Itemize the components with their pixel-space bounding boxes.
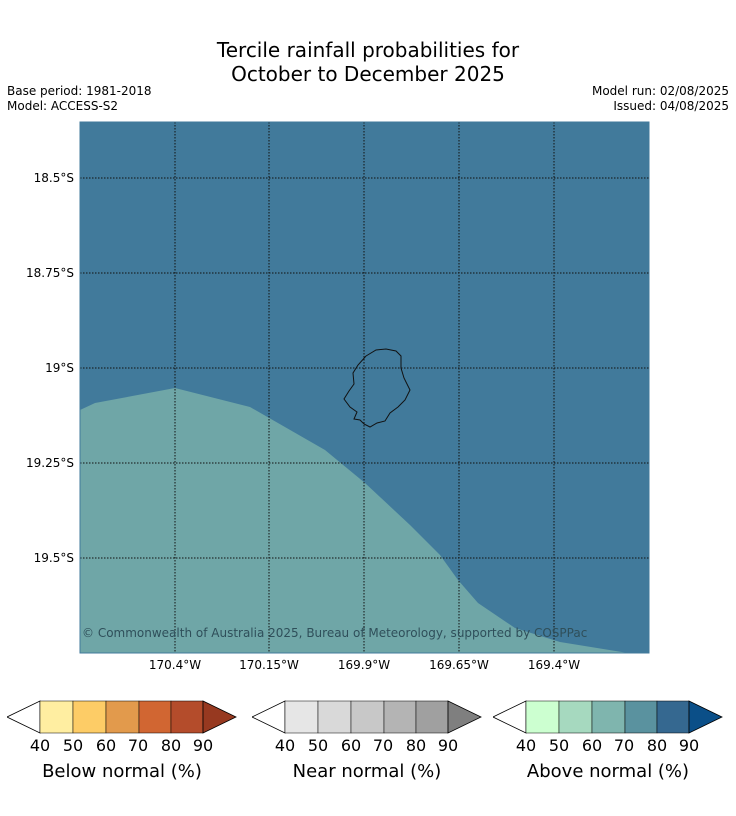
tick-below-70: 70 <box>127 736 149 755</box>
ticks-near-normal: 40 50 60 70 80 90 <box>252 736 492 756</box>
legend-below-normal: 40 50 60 70 80 90 Below normal (%) <box>7 700 247 790</box>
niue-island-outline <box>343 348 411 428</box>
tick-below-90: 90 <box>192 736 214 755</box>
lat-label-19: 19°S <box>45 361 74 375</box>
meta-right: Model run: 02/08/2025 Issued: 04/08/2025 <box>592 84 729 114</box>
tick-below-40: 40 <box>29 736 51 755</box>
base-period: Base period: 1981-2018 <box>7 84 152 98</box>
colorbar-near-swatch-70 <box>383 700 417 734</box>
region-above-normal-lower-probability <box>80 388 628 653</box>
tick-near-40: 40 <box>274 736 296 755</box>
colorbar-near-extend-left <box>252 700 286 734</box>
model-run: Model run: 02/08/2025 <box>591 84 729 98</box>
tick-near-50: 50 <box>307 736 329 755</box>
colorbar-above-swatch-50 <box>558 700 593 734</box>
tick-near-60: 60 <box>340 736 362 755</box>
tick-near-90: 90 <box>437 736 459 755</box>
colorbar-below-swatch-60 <box>105 700 140 734</box>
legend-label-below-normal: Below normal (%) <box>42 761 202 782</box>
colorbar-below-swatch-70 <box>138 700 172 734</box>
lon-label-170.4: 170.4°W <box>149 658 201 672</box>
colorbar-above-swatch-80 <box>656 700 690 734</box>
lat-label-18.75: 18.75°S <box>26 266 74 280</box>
colorbar-above-swatch-60 <box>591 700 626 734</box>
tick-below-50: 50 <box>62 736 84 755</box>
legend-label-near-normal: Near normal (%) <box>292 761 442 782</box>
colorbar-near-swatch-40 <box>284 700 319 734</box>
meta-left: Base period: 1981-2018 Model: ACCESS-S2 <box>7 84 152 114</box>
model-name: Model: ACCESS-S2 <box>7 99 119 113</box>
colorbar-near-extend-right <box>447 700 482 734</box>
colorbar-below-swatch-40 <box>39 700 74 734</box>
grid-lines <box>80 122 649 653</box>
colorbar-above-extend-left <box>493 700 527 734</box>
colorbar-near-normal <box>252 700 482 734</box>
tick-above-70: 70 <box>613 736 635 755</box>
lat-label-19.25: 19.25°S <box>26 456 74 470</box>
tick-near-80: 80 <box>405 736 427 755</box>
colorbar-below-swatch-50 <box>72 700 107 734</box>
title-line-2: October to December 2025 <box>231 62 505 86</box>
colorbar-below-extend-right <box>202 700 237 734</box>
tick-above-40: 40 <box>515 736 537 755</box>
tick-above-80: 80 <box>646 736 668 755</box>
colorbar-below-swatch-80 <box>170 700 204 734</box>
colorbar-near-swatch-80 <box>415 700 449 734</box>
colorbar-above-swatch-40 <box>525 700 560 734</box>
ticks-below-normal: 40 50 60 70 80 90 <box>7 736 247 756</box>
lat-label-18.5: 18.5°S <box>34 171 74 185</box>
colorbar-below-extend-left <box>7 700 41 734</box>
ticks-above-normal: 40 50 60 70 80 90 <box>493 736 733 756</box>
lon-label-169.9: 169.9°W <box>338 658 390 672</box>
issued-date: Issued: 04/08/2025 <box>613 99 729 113</box>
colorbar-below-normal <box>7 700 237 734</box>
tick-near-70: 70 <box>372 736 394 755</box>
lon-label-169.4: 169.4°W <box>528 658 580 672</box>
tick-below-80: 80 <box>160 736 182 755</box>
title-line-1: Tercile rainfall probabilities for <box>216 38 520 62</box>
colorbar-near-swatch-60 <box>350 700 385 734</box>
legend-label-above-normal: Above normal (%) <box>526 761 690 782</box>
colorbar-near-swatch-50 <box>317 700 352 734</box>
lon-label-170.15: 170.15°W <box>239 658 299 672</box>
copyright-text: © Commonwealth of Australia 2025, Bureau… <box>82 626 587 640</box>
legend-above-normal: 40 50 60 70 80 90 Above normal (%) <box>493 700 733 790</box>
tick-above-60: 60 <box>581 736 603 755</box>
colorbar-above-extend-right <box>688 700 723 734</box>
colorbar-above-swatch-70 <box>624 700 658 734</box>
tick-above-90: 90 <box>678 736 700 755</box>
colorbar-above-normal <box>493 700 723 734</box>
lat-label-19.5: 19.5°S <box>34 551 74 565</box>
map-title: Tercile rainfall probabilities for Octob… <box>0 38 736 86</box>
legend-near-normal: 40 50 60 70 80 90 Near normal (%) <box>252 700 492 790</box>
map-figure: © Commonwealth of Australia 2025, Bureau… <box>26 121 650 672</box>
map-frame <box>79 121 650 654</box>
lon-label-169.65: 169.65°W <box>429 658 489 672</box>
tick-above-50: 50 <box>548 736 570 755</box>
tick-below-60: 60 <box>95 736 117 755</box>
